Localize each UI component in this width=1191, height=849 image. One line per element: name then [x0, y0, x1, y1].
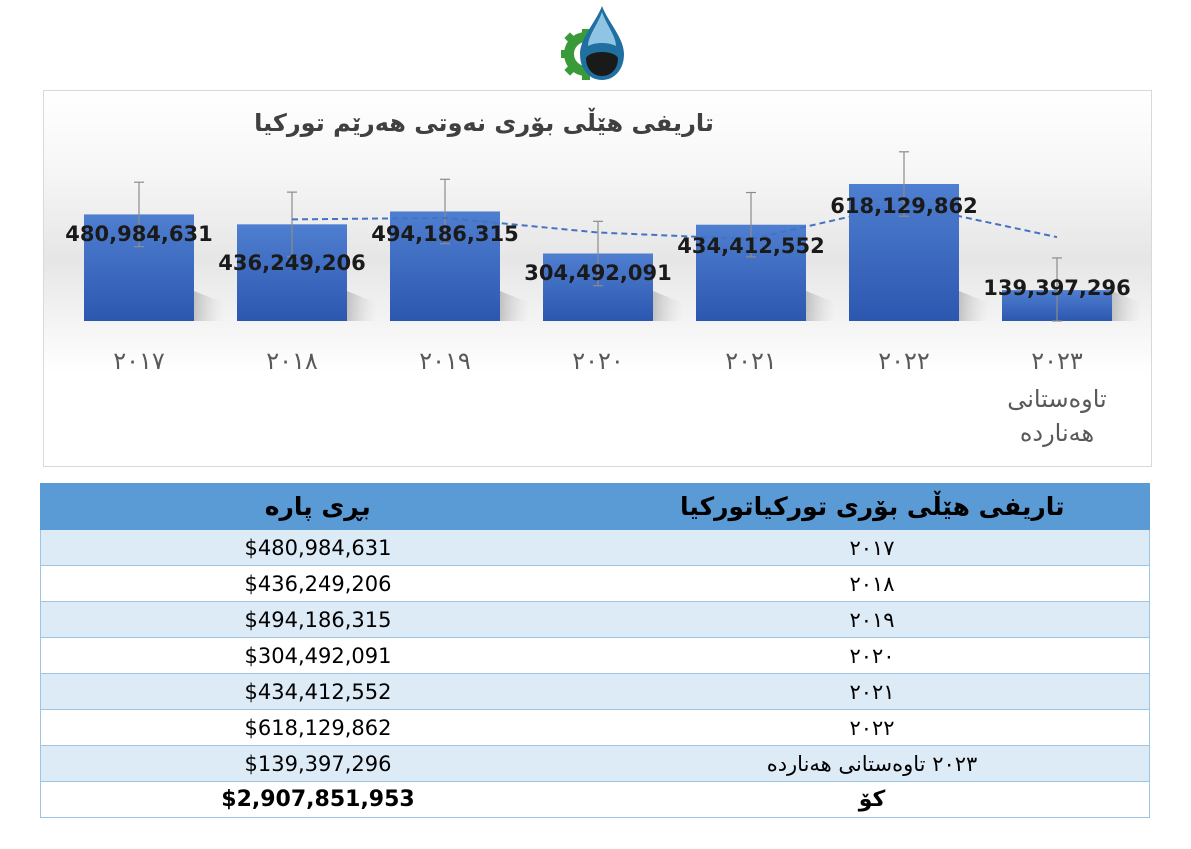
row-amount: $436,249,206 [40, 565, 595, 602]
tariff-table: بڕی پارە تاریفی هێڵی بۆری تورکیاتورکیا $… [40, 483, 1150, 818]
data-label: 434,412,552 [677, 234, 824, 258]
trend-line [291, 203, 1058, 241]
bar-shadow [500, 291, 530, 321]
category-label: ٢٠١٩ [419, 347, 471, 375]
category-sublabel: هەناردە [1020, 419, 1094, 447]
error-bar [134, 181, 144, 248]
row-label: ٢٠٢٢ [595, 709, 1150, 746]
row-amount: $618,129,862 [40, 709, 595, 746]
table-row: $304,492,091 ٢٠٢٠ [40, 637, 1150, 674]
category-label: ٢٠٢٢ [878, 347, 930, 375]
category-label: ٢٠٢٣ [1031, 347, 1083, 375]
header-label: تاریفی هێڵی بۆری تورکیاتورکیا [594, 483, 1150, 530]
row-label: ٢٠٢٠ [595, 637, 1150, 674]
error-bar [746, 191, 756, 258]
table-row: $618,129,862 ٢٠٢٢ [40, 709, 1150, 746]
error-bar [1052, 257, 1062, 322]
data-label: 139,397,296 [983, 276, 1130, 300]
total-amount: $2,907,851,953 [40, 781, 595, 818]
data-label: 618,129,862 [830, 194, 977, 218]
data-label: 304,492,091 [524, 261, 671, 285]
table-header-row: بڕی پارە تاریفی هێڵی بۆری تورکیاتورکیا [40, 483, 1150, 530]
data-label: 480,984,631 [65, 222, 212, 246]
chart-title: تاریفی هێڵی بۆری نەوتی هەرێم تورکیا [254, 107, 714, 137]
bar-shadow [959, 291, 989, 321]
row-label: ٢٠١٨ [595, 565, 1150, 602]
total-label: کۆ [595, 781, 1150, 818]
bar-shadow [194, 291, 224, 321]
bar-chart: تاریفی هێڵی بۆری نەوتی هەرێم تورکیا 480,… [65, 107, 1142, 447]
header-amount: بڕی پارە [40, 483, 596, 530]
bar-shadow [653, 291, 683, 321]
error-bar [440, 178, 450, 245]
data-label: 494,186,315 [371, 222, 518, 246]
data-label: 436,249,206 [218, 251, 365, 275]
category-label: ٢٠١٨ [266, 347, 318, 375]
row-amount: $434,412,552 [40, 673, 595, 710]
category-label: ٢٠١٧ [113, 347, 165, 375]
row-amount: $304,492,091 [40, 637, 595, 674]
row-amount: $480,984,631 [40, 529, 595, 566]
table-total-row: $2,907,851,953 کۆ [40, 781, 1150, 818]
bar-shadow [347, 291, 377, 321]
category-label: ٢٠٢١ [725, 347, 777, 375]
row-label: ٢٠٢٣ تاوەستانی هەناردە [595, 745, 1150, 782]
table-row: $434,412,552 ٢٠٢١ [40, 673, 1150, 710]
row-label: ٢٠٢١ [595, 673, 1150, 710]
row-amount: $139,397,296 [40, 745, 595, 782]
row-label: ٢٠١٩ [595, 601, 1150, 638]
row-amount: $494,186,315 [40, 601, 595, 638]
bar-shadow [1112, 291, 1142, 321]
table-row: $494,186,315 ٢٠١٩ [40, 601, 1150, 638]
table-row: $139,397,296 ٢٠٢٣ تاوەستانی هەناردە [40, 745, 1150, 782]
category-sublabel: تاوەستانی [1007, 385, 1107, 413]
table-row: $480,984,631 ٢٠١٧ [40, 529, 1150, 566]
error-bar [593, 220, 603, 287]
table-row: $436,249,206 ٢٠١٨ [40, 565, 1150, 602]
error-bar [287, 191, 297, 258]
row-label: ٢٠١٧ [595, 529, 1150, 566]
bar-shadow [806, 291, 836, 321]
category-label: ٢٠٢٠ [572, 347, 624, 375]
oil-drop-gear-logo-icon [561, 6, 624, 80]
error-bar [899, 151, 909, 217]
chart-panel: تاریفی هێڵی بۆری نەوتی هەرێم تورکیا 480,… [43, 90, 1152, 467]
